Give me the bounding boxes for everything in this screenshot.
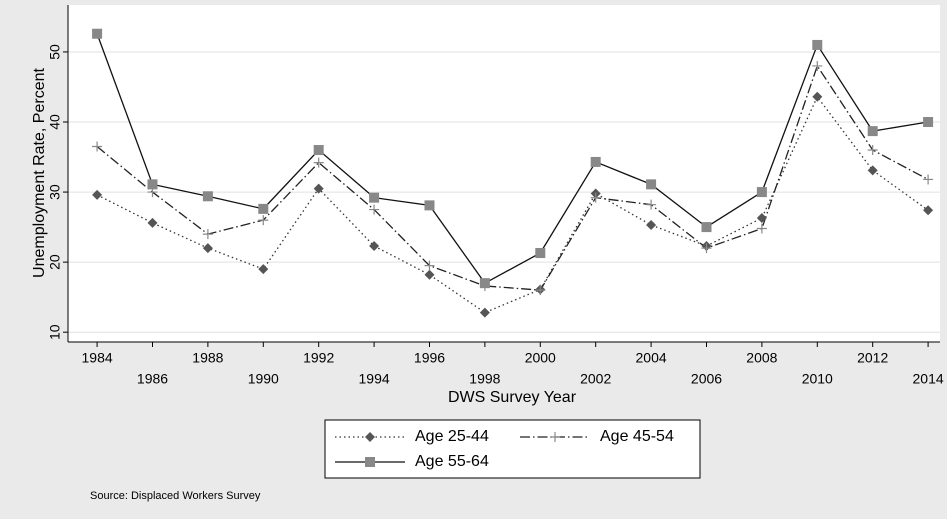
marker bbox=[313, 157, 324, 168]
marker bbox=[479, 278, 490, 289]
marker bbox=[202, 243, 213, 254]
x-tick-label: 1984 bbox=[82, 350, 113, 366]
marker bbox=[646, 179, 657, 190]
x-tick-label: 2012 bbox=[857, 350, 888, 366]
marker bbox=[313, 183, 324, 194]
marker bbox=[258, 203, 269, 214]
marker bbox=[202, 191, 213, 202]
x-tick-label: 2006 bbox=[691, 371, 722, 387]
marker bbox=[867, 165, 878, 176]
x-tick-label: 2000 bbox=[525, 350, 556, 366]
series-line bbox=[96, 64, 929, 291]
legend-marker bbox=[550, 432, 560, 442]
marker bbox=[258, 264, 269, 275]
x-tick-label: 2008 bbox=[746, 350, 777, 366]
y-tick-label: 30 bbox=[47, 184, 63, 200]
marker bbox=[812, 39, 823, 50]
marker bbox=[202, 229, 213, 240]
marker bbox=[812, 60, 823, 71]
y-tick-label: 40 bbox=[47, 114, 63, 130]
marker bbox=[701, 222, 712, 233]
x-tick-label: 2014 bbox=[913, 371, 944, 387]
x-tick-label: 1998 bbox=[469, 371, 500, 387]
marker bbox=[369, 241, 380, 252]
x-axis-title: DWS Survey Year bbox=[448, 389, 577, 406]
marker bbox=[369, 204, 380, 215]
legend-marker bbox=[365, 457, 375, 467]
marker bbox=[424, 260, 435, 271]
marker bbox=[756, 223, 767, 234]
y-axis-title: Unemployment Rate, Percent bbox=[31, 68, 48, 278]
marker bbox=[535, 248, 546, 259]
x-tick-label: 1986 bbox=[137, 371, 168, 387]
marker bbox=[147, 179, 158, 190]
y-tick-label: 50 bbox=[47, 44, 63, 60]
x-tick-label: 2004 bbox=[636, 350, 667, 366]
series-line bbox=[96, 33, 929, 284]
marker bbox=[147, 217, 158, 228]
legend bbox=[324, 419, 701, 479]
y-tick-label: 20 bbox=[47, 254, 63, 270]
marker bbox=[867, 145, 878, 156]
source-note: Source: Displaced Workers Survey bbox=[90, 490, 261, 502]
legend-label: Age 25-44 bbox=[415, 428, 489, 445]
marker bbox=[424, 200, 435, 211]
marker bbox=[756, 187, 767, 198]
marker bbox=[590, 156, 601, 167]
marker bbox=[867, 126, 878, 137]
marker bbox=[313, 145, 324, 156]
legend-label: Age 45-54 bbox=[600, 428, 674, 445]
marker bbox=[92, 28, 103, 39]
x-tick-label: 1988 bbox=[192, 350, 223, 366]
marker bbox=[535, 285, 546, 296]
plot-area bbox=[68, 5, 940, 342]
x-tick-label: 1990 bbox=[248, 371, 279, 387]
marker bbox=[812, 91, 823, 102]
marker bbox=[424, 269, 435, 280]
legend-label: Age 55-64 bbox=[415, 453, 489, 470]
x-tick-label: 1992 bbox=[303, 350, 334, 366]
marker bbox=[923, 174, 934, 185]
marker bbox=[646, 199, 657, 210]
marker bbox=[479, 307, 490, 318]
marker bbox=[92, 141, 103, 152]
marker bbox=[258, 215, 269, 226]
marker bbox=[646, 219, 657, 230]
x-tick-label: 2002 bbox=[580, 371, 611, 387]
y-tick-label: 10 bbox=[47, 324, 63, 340]
marker bbox=[923, 117, 934, 128]
x-tick-label: 2010 bbox=[802, 371, 833, 387]
marker bbox=[369, 192, 380, 203]
x-tick-label: 1996 bbox=[414, 350, 445, 366]
marker bbox=[92, 189, 103, 200]
marker bbox=[756, 212, 767, 223]
marker bbox=[701, 243, 712, 254]
x-tick-label: 1994 bbox=[359, 371, 390, 387]
marker bbox=[923, 205, 934, 216]
legend-marker bbox=[365, 432, 375, 442]
marker bbox=[590, 192, 601, 203]
